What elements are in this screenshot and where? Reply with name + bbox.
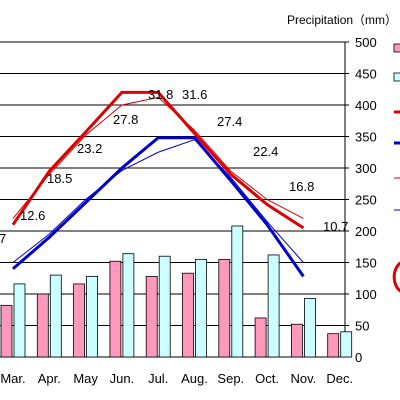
precipitation-bar: [327, 333, 340, 358]
temperature-data-label: 31.8: [148, 87, 173, 102]
x-axis-tick-label: Apr.: [38, 371, 61, 386]
x-axis-tick-label: Mar.: [0, 371, 25, 386]
temperature-data-label: 12.6: [20, 208, 45, 223]
right-axis-tick-label: 350: [355, 130, 377, 145]
x-axis-tick-label: Nov.: [291, 371, 317, 386]
right-axis-tick-label: 150: [355, 256, 377, 271]
precipitation-bar: [340, 331, 353, 358]
right-axis-tick-label: 200: [355, 224, 377, 239]
temperature-line: [12, 96, 304, 219]
precipitation-bar: [254, 317, 267, 358]
precipitation-bar: [290, 323, 303, 358]
precipitation-bar: [231, 225, 244, 358]
precipitation-bar: [13, 283, 26, 358]
precipitation-bar: [182, 272, 194, 358]
temperature-data-label: 10.7: [323, 219, 348, 234]
precipitation-bar: [49, 274, 62, 358]
precipitation-bar: [109, 260, 122, 358]
right-axis-tick-label: 300: [355, 161, 377, 176]
legend-swatch: [393, 43, 400, 53]
right-axis-tick-label: 100: [355, 287, 377, 302]
precipitation-bar: [218, 258, 231, 358]
right-axis-tick-label: 400: [355, 98, 377, 113]
x-axis-tick-label: Oct.: [255, 371, 279, 386]
x-axis-tick-label: Sep.: [217, 371, 244, 386]
precipitation-bar: [122, 253, 135, 358]
right-axis-tick-label: 500: [355, 35, 377, 50]
right-axis-tick-label: 250: [355, 193, 377, 208]
temperature-line: [12, 136, 305, 278]
x-axis-tick-label: Jul.: [148, 371, 168, 386]
temperature-data-label: 31.6: [182, 87, 207, 102]
precipitation-bar: [195, 258, 207, 358]
precipitation-bar: [158, 255, 171, 358]
legend-swatch: [393, 72, 400, 82]
temperature-data-label: 23.2: [77, 141, 102, 156]
precipitation-bar: [267, 254, 280, 358]
temperature-data-label: 27.8: [113, 112, 138, 127]
legend-marker-icon: [392, 261, 400, 293]
x-axis-tick-label: May: [73, 371, 98, 386]
temperature-data-label: 18.5: [47, 171, 72, 186]
temperature-data-label: 7: [0, 231, 6, 246]
x-axis-tick-label: Dec.: [326, 371, 353, 386]
temperature-data-label: 16.8: [289, 179, 314, 194]
right-axis-tick-label: 0: [355, 350, 362, 365]
temperature-line: [12, 139, 304, 263]
precipitation-bar: [73, 283, 85, 358]
precipitation-bar: [86, 275, 98, 358]
precipitation-bar: [145, 275, 158, 358]
x-axis-tick-label: Aug.: [181, 371, 208, 386]
temperature-data-label: 27.4: [217, 114, 242, 129]
temperature-data-label: 22.4: [253, 144, 278, 159]
x-axis-tick-label: Jun.: [110, 371, 135, 386]
right-axis-tick-label: 50: [355, 319, 369, 334]
temperature-line: [11, 90, 305, 230]
right-axis-tick-label: 450: [355, 67, 377, 82]
precipitation-bar: [0, 304, 13, 358]
precipitation-bar: [303, 298, 316, 358]
precipitation-bar: [36, 293, 49, 358]
right-axis-title: Precipitation（mm）: [287, 13, 397, 27]
